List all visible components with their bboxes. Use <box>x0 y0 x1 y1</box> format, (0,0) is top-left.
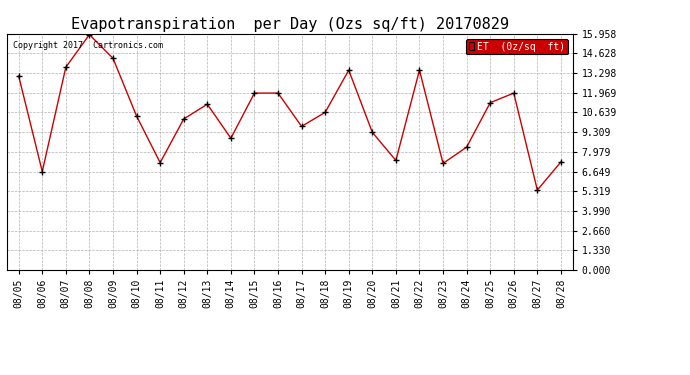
Legend: ET  (0z/sq  ft): ET (0z/sq ft) <box>466 39 568 54</box>
Text: Copyright 2017  Cartronics.com: Copyright 2017 Cartronics.com <box>12 41 163 50</box>
Text: Evapotranspiration  per Day (Ozs sq/ft) 20170829: Evapotranspiration per Day (Ozs sq/ft) 2… <box>71 17 509 32</box>
